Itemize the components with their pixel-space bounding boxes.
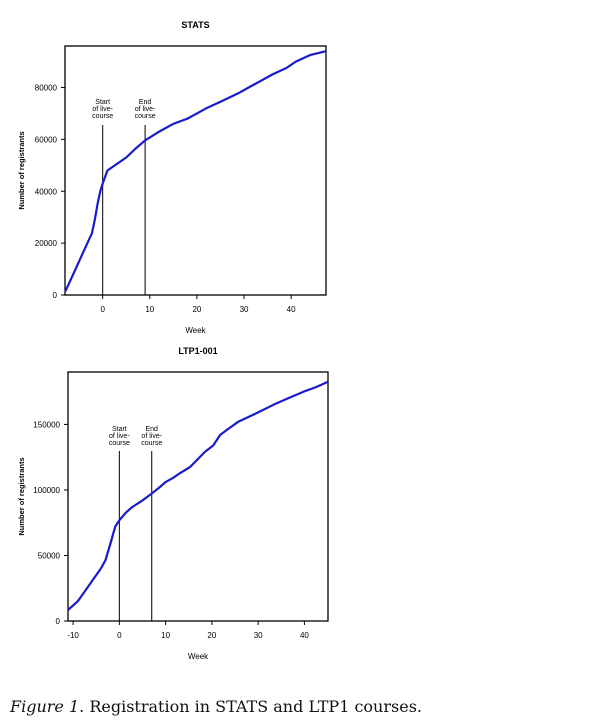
data-line (67, 380, 329, 611)
y-tick-label: 150000 (33, 420, 60, 429)
y-axis-label: Number of registrants (17, 457, 26, 535)
annotation-label: of live- (141, 433, 162, 440)
x-tick-label: 30 (254, 631, 263, 640)
annotation-label: End (146, 426, 159, 433)
chart-title: LTP1-001 (178, 346, 217, 356)
stats-chart: STATS 0 20000 40000 60000 80000 0 10 20 30 40 Week N… (17, 20, 327, 335)
y-tick-label: 0 (53, 291, 58, 300)
annotation-label: End (139, 99, 152, 106)
y-tick-label: 100000 (33, 486, 60, 495)
annotation-label: course (109, 440, 130, 447)
x-tick-label: -10 (67, 631, 79, 640)
x-tick-label: 10 (161, 631, 170, 640)
y-axis-label: Number of registrants (17, 131, 26, 209)
x-axis-label: Week (188, 652, 209, 661)
annotation-label: of live- (92, 106, 113, 113)
data-line (64, 50, 327, 292)
plot-frame (64, 45, 327, 296)
x-tick-label: 10 (145, 305, 154, 314)
figure-caption-text: . Registration in STATS and LTP1 courses… (79, 697, 422, 716)
x-tick-label: 20 (207, 631, 216, 640)
x-tick-label: 0 (100, 305, 105, 314)
y-tick-label: 40000 (35, 187, 58, 196)
figure-caption-label: Figure 1 (10, 697, 80, 716)
y-tick-label: 60000 (35, 135, 58, 144)
x-tick-label: 40 (300, 631, 309, 640)
annotation-label: Start (95, 99, 110, 106)
x-axis-label: Week (185, 326, 206, 335)
ltp1-chart: LTP1-001 0 50000 100000 150000 -10 0 10 20 30 40 We… (17, 346, 329, 661)
annotation-label: of live- (109, 433, 130, 440)
x-tick-label: 20 (192, 305, 201, 314)
annotation-label: of live- (135, 106, 156, 113)
figure-caption: Figure 1. Registration in STATS and LTP1… (10, 697, 422, 716)
x-tick-label: 40 (287, 305, 296, 314)
x-tick-label: 30 (240, 305, 249, 314)
y-tick-label: 0 (56, 617, 61, 626)
y-tick-label: 80000 (35, 84, 58, 93)
y-tick-label: 50000 (38, 551, 61, 560)
annotation-label: Start (112, 426, 127, 433)
annotation-label: course (92, 113, 113, 120)
chart-title: STATS (181, 20, 209, 30)
plot-frame (67, 371, 329, 622)
y-tick-label: 20000 (35, 239, 58, 248)
x-tick-label: 0 (117, 631, 122, 640)
annotation-label: course (141, 440, 162, 447)
annotation-label: course (135, 113, 156, 120)
